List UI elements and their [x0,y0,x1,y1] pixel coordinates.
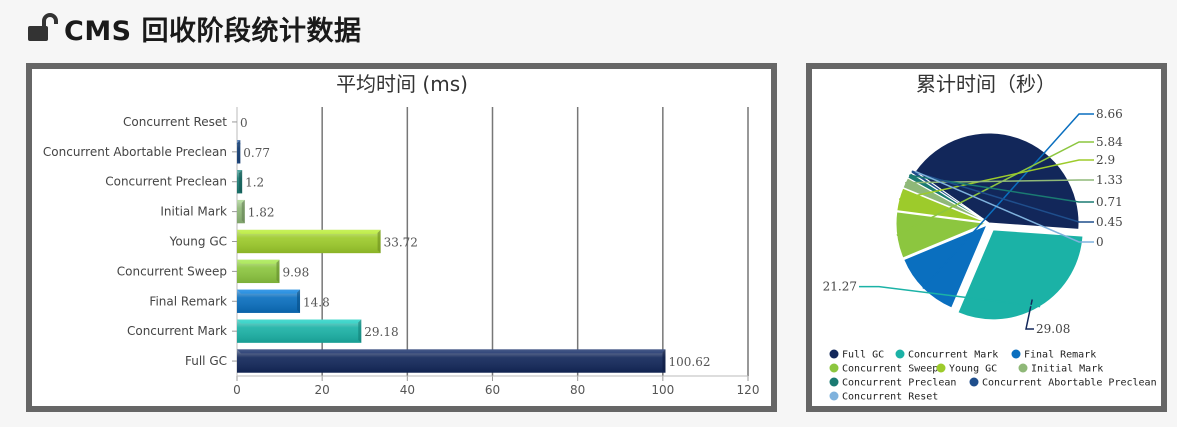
x-tick-label: 0 [233,383,241,397]
bar-side-bevel-final-remark [297,289,301,313]
category-label-final-remark: Final Remark [149,294,227,308]
leader-line-concurrent-reset [914,170,1094,243]
slice-label-concurrent-mark: 21.27 [823,280,857,294]
average-time-panel: 平均时间 (ms) 0 20 40 60 80 100 120 Concurrent Rese… [26,63,777,412]
bar-shine-initial-mark [237,199,245,224]
bar-side-bevel-initial-mark [241,199,245,224]
leader-line-concurrent-preclean [909,174,1094,203]
legend-marker-final-remark [1011,349,1021,359]
category-label-concurrent-abortable-preclean: Concurrent Abortable Preclean [43,145,227,159]
category-label-young-gc: Young GC [169,235,227,249]
legend-label-final-remark: Final Remark [1024,350,1096,361]
legend-marker-initial-mark [1018,363,1028,373]
legend-label-full-gc: Full GC [842,350,884,361]
bar-shine-full-gc [237,349,666,373]
legend-label-concurrent-reset: Concurrent Reset [842,392,938,403]
legend-marker-concurrent-preclean [829,377,839,387]
leader-line-concurrent-sweep [896,141,1094,236]
bar-side-bevel-concurrent-mark [358,319,362,343]
slice-label-concurrent-reset: 0 [1096,235,1104,249]
slice-concurrent-mark [957,229,1084,321]
legend-label-concurrent-mark: Concurrent Mark [908,350,998,361]
bar-shine-young-gc [237,229,381,254]
category-label-concurrent-preclean: Concurrent Preclean [105,175,227,189]
value-label-full-gc: 100.62 [668,355,710,369]
legend-label-concurrent-preclean: Concurrent Preclean [842,378,956,389]
unlock-icon [26,13,60,43]
bar-top-bevel-final-remark [237,289,301,294]
legend-marker-concurrent-reset [829,391,839,401]
category-label-concurrent-sweep: Concurrent Sweep [117,264,227,278]
value-label-concurrent-abortable-preclean: 0.77 [243,146,270,160]
slice-label-concurrent-abortable-preclean: 0.45 [1096,215,1123,229]
x-tick-label: 40 [400,383,415,397]
value-label-young-gc: 33.72 [384,236,418,250]
slice-label-final-remark: 8.66 [1096,107,1123,121]
legend-marker-full-gc [829,349,839,359]
leader-line-initial-mark [905,179,1094,184]
value-label-initial-mark: 1.82 [248,206,275,220]
legend-label-concurrent-abortable-preclean: Concurrent Abortable Preclean [982,378,1157,389]
page-title: CMS 回收阶段统计数据 [64,15,362,47]
bar-top-bevel-concurrent-preclean [237,170,243,175]
x-tick-label: 60 [485,383,500,397]
legend-label-concurrent-sweep: Concurrent Sweep [842,364,938,375]
bar-top-bevel-full-gc [237,349,666,354]
category-label-concurrent-reset: Concurrent Reset [123,115,227,129]
value-label-concurrent-sweep: 9.98 [282,265,309,279]
slice-label-initial-mark: 1.33 [1096,173,1123,187]
bar-top-bevel-initial-mark [237,199,245,204]
bar-top-bevel-concurrent-sweep [237,259,280,264]
x-tick-label: 120 [737,383,760,397]
legend-marker-concurrent-mark [895,349,905,359]
bar-top-bevel-concurrent-mark [237,319,362,324]
average-time-bar-chart: 平均时间 (ms) 0 20 40 60 80 100 120 Concurrent Rese… [43,72,760,397]
legend-marker-concurrent-abortable-preclean [969,377,979,387]
value-label-concurrent-preclean: 1.2 [245,176,264,190]
bar-shine-concurrent-sweep [237,259,280,284]
bar-side-bevel-concurrent-abortable-preclean [237,140,241,164]
value-label-final-remark: 14.8 [303,295,330,309]
cumulative-time-panel: 累计时间（秒） 29.08 21.27 8.66 5.84 2.9 1.33 0.71 0.4… [806,63,1167,412]
category-label-full-gc: Full GC [185,354,227,368]
slice-label-young-gc: 2.9 [1096,153,1115,167]
category-label-initial-mark: Initial Mark [160,205,227,219]
bar-side-bevel-full-gc [662,349,666,373]
leader-line-concurrent-mark [859,285,1041,308]
leader-line-full-gc [1025,299,1034,330]
value-label-concurrent-reset: 0 [240,116,248,130]
cumulative-time-pie-chart: 累计时间（秒） 29.08 21.27 8.66 5.84 2.9 1.33 0.71 0.4… [823,72,1157,403]
bar-top-bevel-young-gc [237,229,381,234]
bar-side-bevel-concurrent-sweep [276,259,280,284]
legend-label-initial-mark: Initial Mark [1031,364,1103,375]
bar-shine-final-remark [237,289,301,313]
page-header: CMS 回收阶段统计数据 [26,8,362,48]
bar-chart-title: 平均时间 (ms) [336,72,468,96]
legend-marker-young-gc [936,363,946,373]
x-tick-label: 100 [651,383,674,397]
slice-label-full-gc: 29.08 [1036,322,1070,336]
x-tick-label: 20 [315,383,330,397]
legend-label-young-gc: Young GC [949,364,997,375]
bar-shine-concurrent-mark [237,319,362,343]
leader-line-final-remark [922,113,1094,289]
category-label-concurrent-mark: Concurrent Mark [127,324,227,338]
pie-chart-title: 累计时间（秒） [916,72,1056,96]
slice-label-concurrent-sweep: 5.84 [1096,135,1123,149]
bar-side-bevel-concurrent-preclean [239,170,243,194]
value-label-concurrent-mark: 29.18 [364,325,398,339]
bar-side-bevel-young-gc [377,229,381,254]
legend-marker-concurrent-sweep [829,363,839,373]
x-tick-label: 80 [570,383,585,397]
leader-line-concurrent-abortable-preclean [911,170,1094,223]
slice-label-concurrent-preclean: 0.71 [1096,195,1123,209]
